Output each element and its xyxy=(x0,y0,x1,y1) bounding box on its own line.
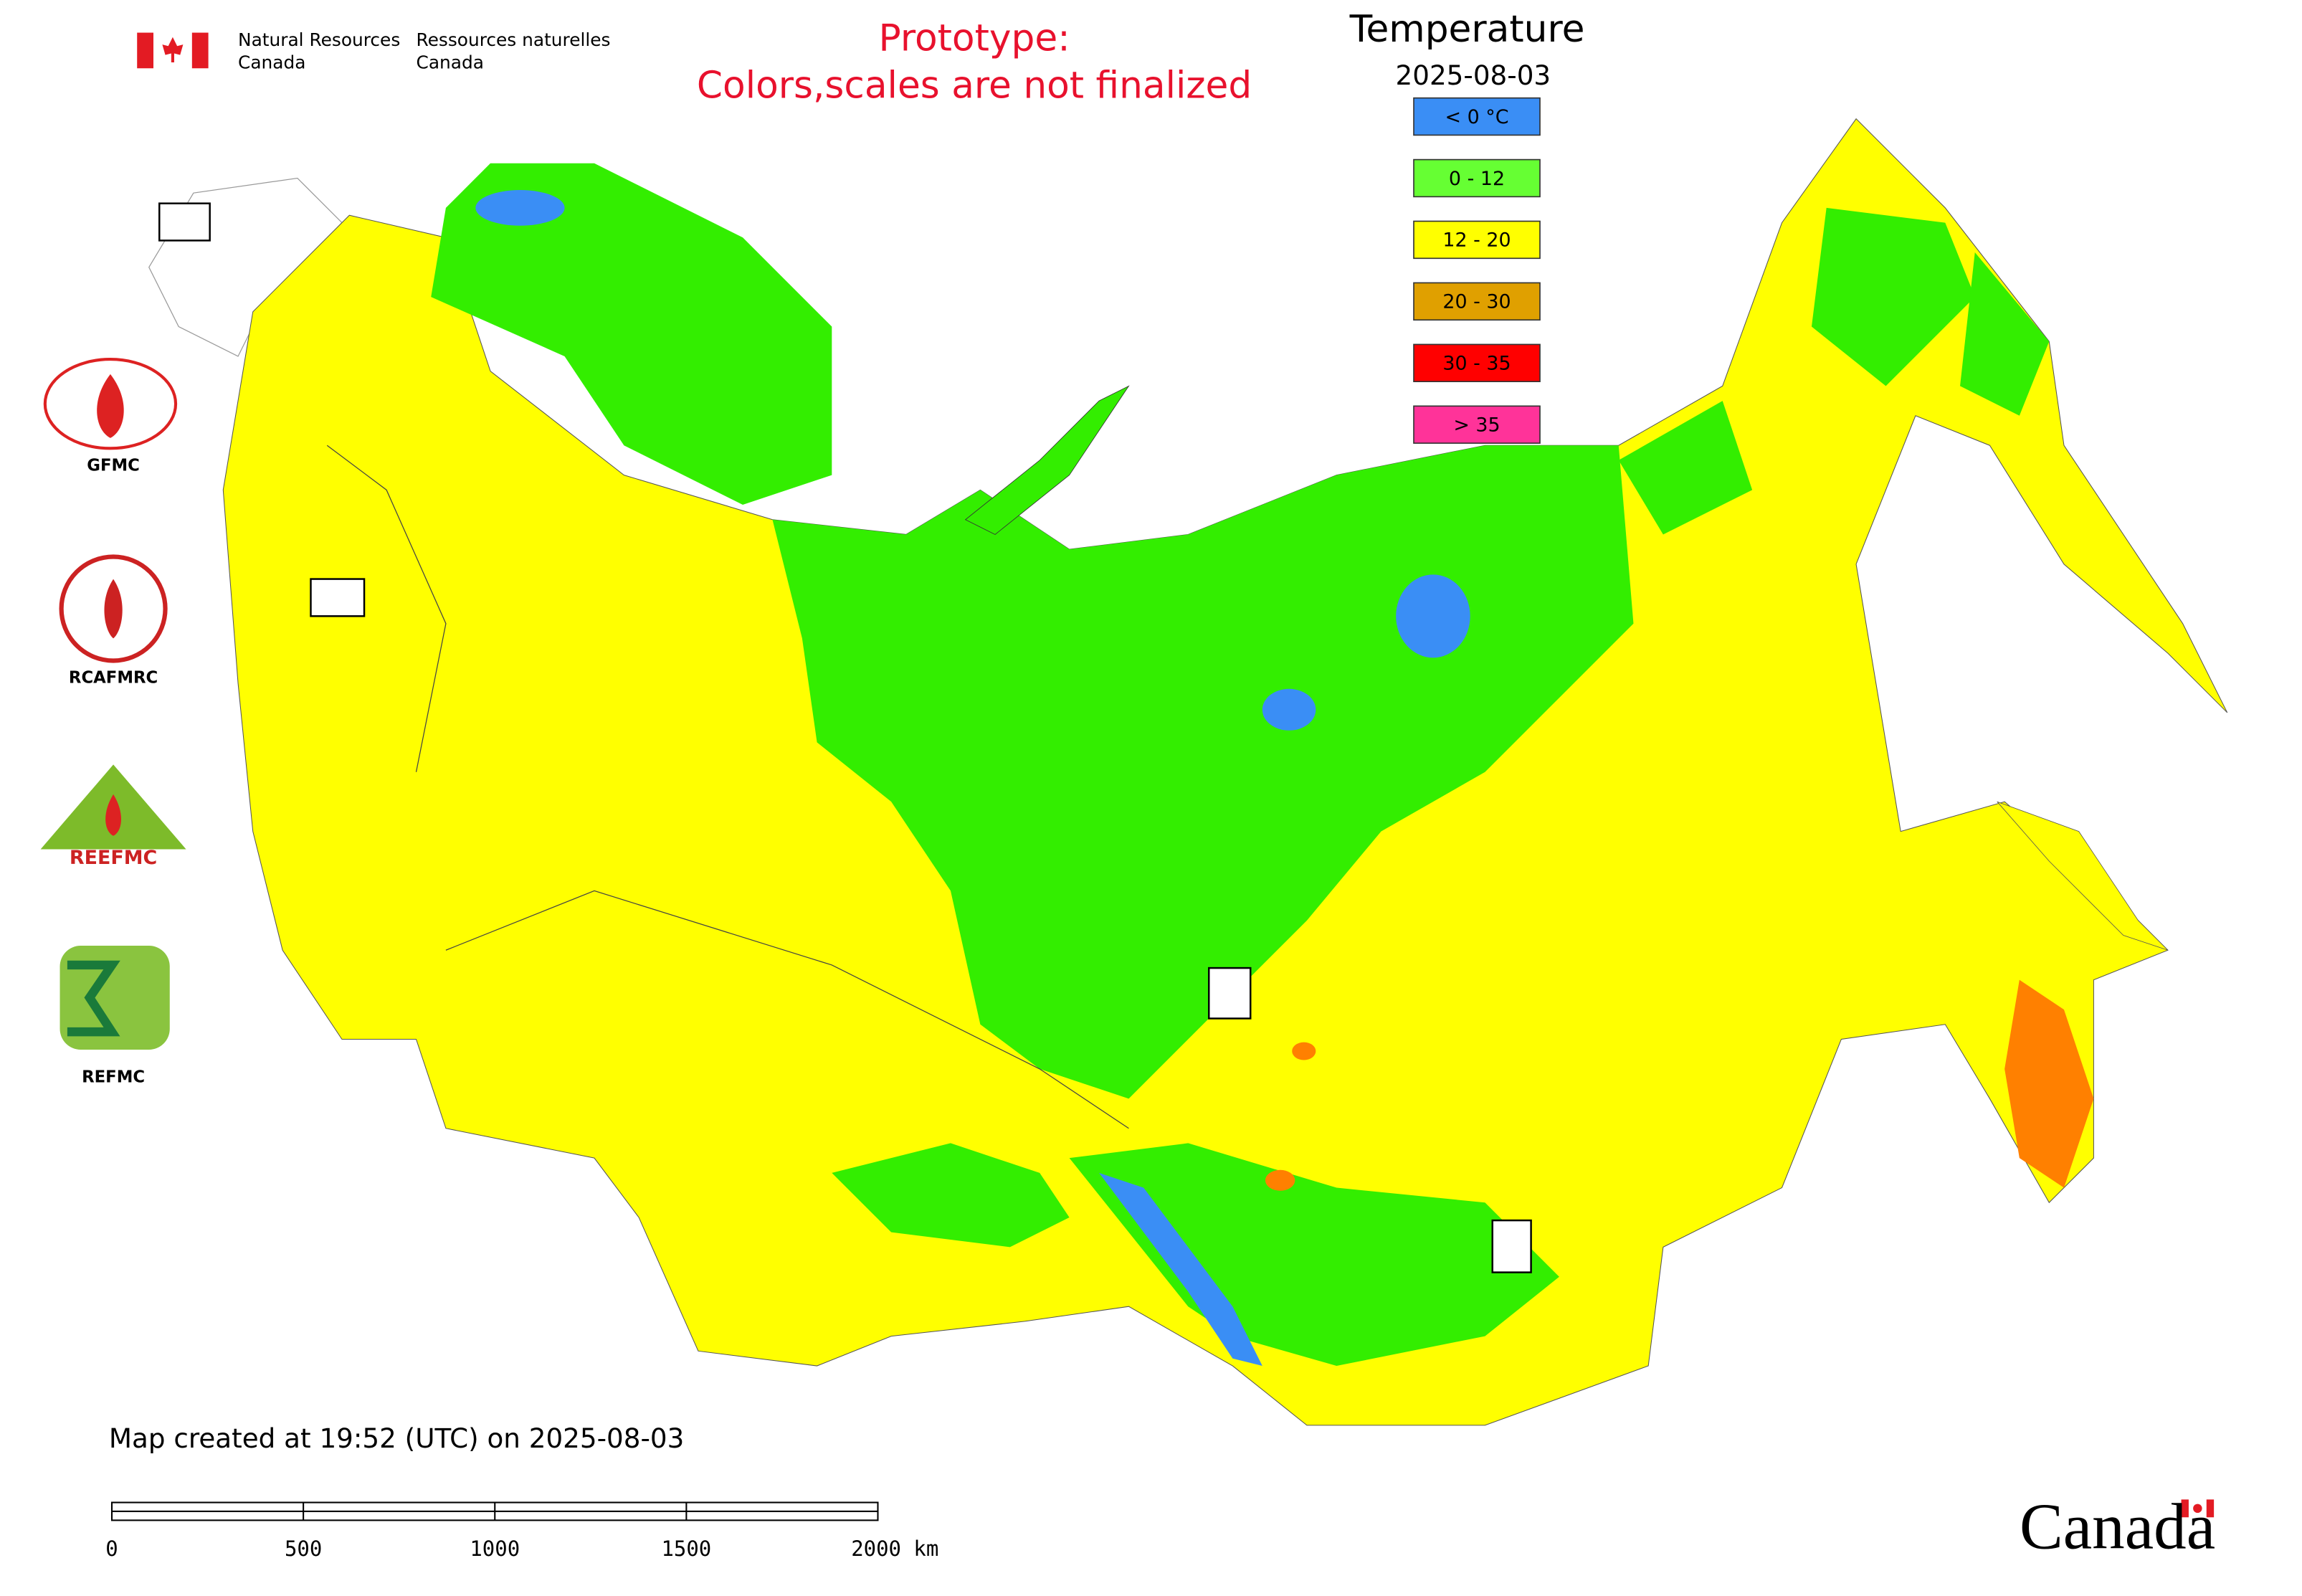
legend-label: 30 - 35 xyxy=(1442,353,1511,375)
legend-label: 20 - 30 xyxy=(1442,291,1511,313)
scale-bar xyxy=(110,1501,879,1521)
legend-swatch xyxy=(1413,343,1541,382)
canada-flag xyxy=(137,32,209,69)
scale-labels: 0 500 1000 1500 2000 km xyxy=(105,1536,938,1561)
legend-label: < 0 °C xyxy=(1445,106,1509,128)
legend-swatch xyxy=(1413,405,1541,444)
logos xyxy=(40,358,186,1050)
scale-label: 1000 xyxy=(470,1536,520,1561)
legend-swatch xyxy=(1413,220,1541,260)
prototype-note: Colors,scales are not finalized xyxy=(697,65,1252,108)
legend-label: > 35 xyxy=(1453,414,1500,437)
legend-label: 0 - 12 xyxy=(1449,168,1505,190)
prototype-note: Prototype: xyxy=(879,16,1070,60)
markers xyxy=(158,202,1532,1273)
agency-en: Canada xyxy=(238,52,305,72)
legend-label: 12 - 20 xyxy=(1442,229,1511,252)
logo-label: REEFMC xyxy=(70,847,157,869)
wordmark-flag xyxy=(2181,1499,2215,1518)
legend-swatch xyxy=(1413,282,1541,321)
scale-label: 2000 km xyxy=(851,1536,938,1561)
map xyxy=(148,118,2228,1426)
logo-label: REFMC xyxy=(82,1068,145,1087)
created-note: Map created at 19:52 (UTC) on 2025-08-03 xyxy=(109,1422,684,1454)
scale-label: 0 xyxy=(105,1536,118,1561)
agency-en: Natural Resources xyxy=(238,29,400,50)
legend-swatch xyxy=(1413,97,1541,136)
agency-fr: Canada xyxy=(417,52,484,72)
logo-label: GFMC xyxy=(87,456,140,475)
agency-fr: Ressources naturelles xyxy=(417,29,611,50)
canada-wordmark: Canada xyxy=(2020,1491,2215,1563)
scale-label: 500 xyxy=(285,1536,322,1561)
logo-label: RCAFMRC xyxy=(69,669,158,688)
legend-date: 2025-08-03 xyxy=(1396,60,1551,91)
scale-label: 1500 xyxy=(661,1536,711,1561)
legend: < 0 °C 0 - 12 12 - 20 20 - 30 30 - 35 > 35 xyxy=(1413,97,1541,444)
legend-swatch xyxy=(1413,158,1541,198)
legend-title: Temperature xyxy=(1349,8,1585,51)
